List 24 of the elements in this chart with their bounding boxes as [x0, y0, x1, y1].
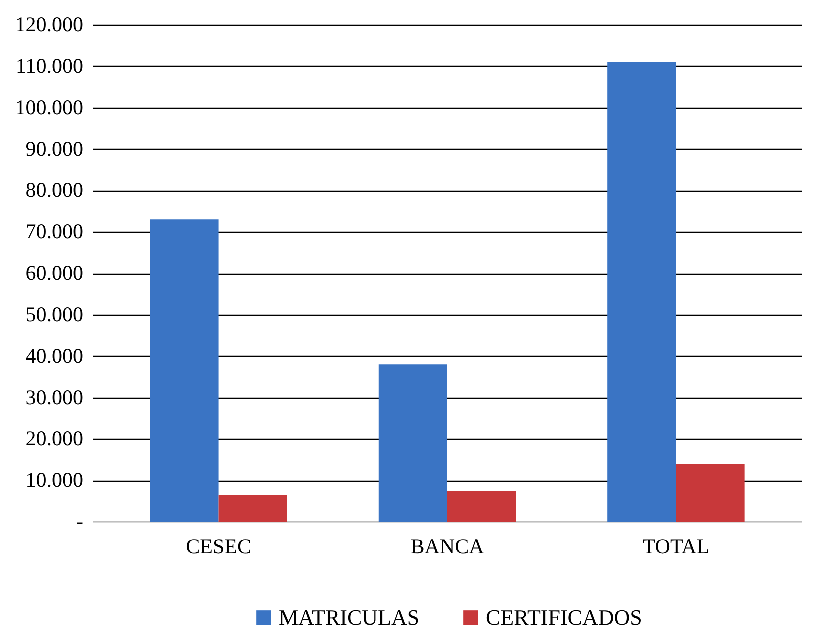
x-tick-label: TOTAL: [642, 534, 710, 558]
y-tick-label: 60.000: [26, 261, 84, 285]
legend-label: CERTIFICADOS: [486, 605, 642, 630]
y-tick-label: 50.000: [26, 302, 84, 326]
y-tick-label: 40.000: [26, 344, 84, 368]
bar: [218, 495, 288, 522]
y-tick-label: 110.000: [16, 54, 84, 78]
y-tick-label: 80.000: [26, 178, 84, 202]
y-tick-label: 70.000: [26, 220, 84, 244]
y-tick-label: 90.000: [26, 136, 84, 161]
bar: [608, 62, 676, 522]
y-tick-label: 120.000: [15, 12, 84, 36]
legend-label: MATRICULAS: [279, 605, 420, 630]
y-tick-label: 100.000: [15, 95, 84, 120]
x-tick-label: BANCA: [410, 534, 486, 558]
bar: [150, 220, 219, 522]
bar: [378, 364, 448, 522]
bar: [448, 490, 516, 522]
bar: [676, 464, 745, 522]
x-tick-label: CESEC: [186, 534, 252, 558]
y-tick-label: 30.000: [26, 385, 84, 410]
y-tick-label: 10.000: [26, 468, 84, 492]
y-tick-label: 20.000: [26, 426, 84, 451]
y-tick-label: -: [76, 510, 84, 534]
